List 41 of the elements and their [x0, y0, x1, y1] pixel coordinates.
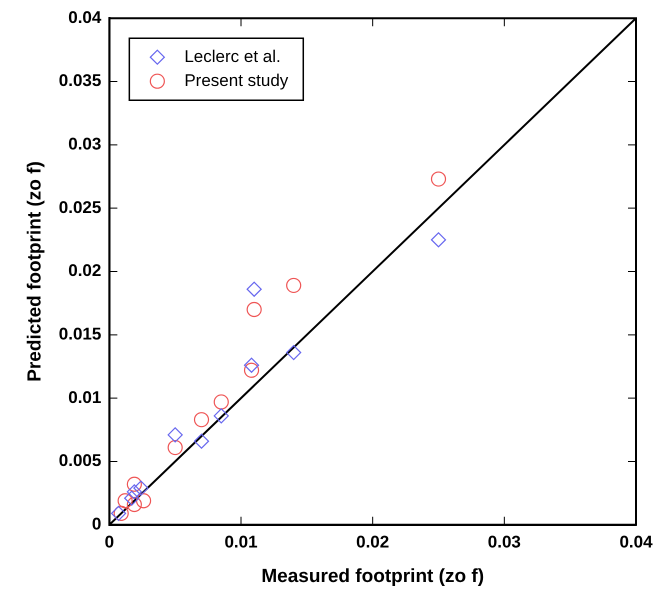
point	[430, 171, 446, 187]
point	[214, 408, 229, 424]
x-tick-label: 0.02	[356, 532, 390, 552]
y-tick-label: 0	[92, 514, 102, 534]
y-tick-label: 0.02	[68, 261, 102, 280]
y-tick-label: 0.03	[68, 134, 102, 154]
point	[430, 232, 446, 248]
point	[124, 490, 140, 506]
point	[286, 344, 302, 360]
y-tick-label: 0.015	[58, 324, 102, 344]
point	[194, 412, 210, 428]
x-tick-label: 0.03	[488, 532, 521, 552]
point	[126, 484, 142, 500]
x-tick-label: 0.01	[224, 532, 258, 552]
point	[246, 302, 262, 318]
point	[168, 427, 183, 442]
x-axis-title: Measured footprint (zo f)	[261, 566, 484, 587]
point	[244, 358, 260, 373]
legend-label: Leclerc et al.	[184, 46, 281, 66]
legend-label: Present study	[184, 70, 289, 90]
y-tick-label: 0.035	[58, 71, 102, 90]
x-tick-label: 0.04	[619, 532, 654, 552]
point	[168, 440, 183, 456]
point	[126, 476, 142, 492]
point	[194, 434, 210, 449]
point	[286, 278, 302, 294]
y-axis-title: Predicted footprint (zo f)	[24, 161, 46, 382]
point	[126, 496, 142, 512]
point	[214, 394, 229, 410]
point	[246, 282, 262, 297]
point	[110, 506, 126, 521]
y-tick-label: 0.025	[58, 198, 102, 217]
point	[118, 493, 133, 508]
x-tick-label: 0	[104, 532, 114, 552]
y-tick-label: 0.04	[68, 8, 102, 27]
point	[114, 506, 129, 521]
y-tick-label: 0.005	[58, 451, 102, 470]
point	[136, 493, 152, 508]
point	[133, 480, 149, 496]
y-tick-label: 0.01	[68, 388, 102, 407]
point	[244, 362, 260, 378]
